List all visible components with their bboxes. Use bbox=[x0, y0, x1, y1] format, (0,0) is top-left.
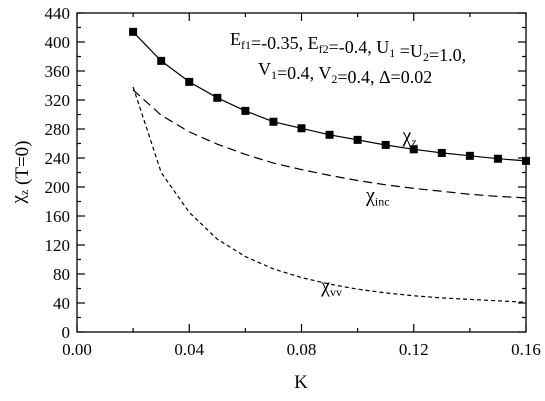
data-point-z bbox=[381, 140, 390, 149]
subscript: inc bbox=[375, 195, 390, 209]
subscript: 1 bbox=[271, 68, 277, 82]
subscript: z bbox=[411, 135, 416, 149]
subscript: 2 bbox=[423, 50, 429, 64]
subscript: z bbox=[17, 190, 31, 195]
data-point-z bbox=[325, 130, 334, 139]
series-layer bbox=[129, 27, 530, 303]
parameter-line-2: V1=0.4, V2=0.4, Δ=0.02 bbox=[258, 59, 432, 87]
x-tick-label: 0.16 bbox=[511, 340, 541, 359]
x-tick-label: 0.00 bbox=[62, 340, 92, 359]
text-run: =-0.35, E bbox=[251, 33, 319, 53]
data-point-z bbox=[157, 56, 166, 65]
data-point-z bbox=[437, 148, 446, 157]
x-tick-label: 0.08 bbox=[287, 340, 317, 359]
y-tick-label: 440 bbox=[45, 4, 71, 23]
text-run: =1.0, bbox=[429, 45, 466, 65]
text-run: =U bbox=[395, 41, 423, 61]
x-tick-label: 0.04 bbox=[174, 340, 204, 359]
x-tick-label: 0.12 bbox=[399, 340, 429, 359]
data-point-z bbox=[297, 124, 306, 133]
text-run: χ bbox=[402, 125, 412, 147]
axis-titles: K χz (T=0) bbox=[8, 141, 308, 394]
subscript: vv bbox=[330, 285, 342, 299]
text-run: =0.4, Δ=0.02 bbox=[337, 67, 432, 87]
y-tick-label: 200 bbox=[45, 178, 71, 197]
plot-area bbox=[76, 12, 530, 333]
series-label-z: χz bbox=[402, 125, 417, 149]
data-point-z bbox=[185, 77, 194, 86]
y-tick-label: 240 bbox=[45, 149, 71, 168]
y-axis-title: χz (T=0) bbox=[8, 141, 33, 205]
y-tick-label: 280 bbox=[45, 120, 71, 139]
text-run: χ bbox=[365, 185, 375, 207]
subscript: 1 bbox=[389, 46, 395, 60]
data-point-z bbox=[269, 117, 278, 126]
data-point-z bbox=[493, 154, 502, 163]
tick-labels: 0.00 0.04 0.08 0.12 0.16 0 40 80 120 160 200 240 280… bbox=[45, 4, 541, 359]
axis-ticks bbox=[76, 12, 527, 333]
text-run: χ bbox=[320, 275, 330, 297]
subscript: f1 bbox=[241, 38, 251, 52]
series-label-vv: χvv bbox=[320, 275, 342, 299]
data-point-z bbox=[353, 135, 362, 144]
data-point-z bbox=[129, 27, 138, 36]
series-line-inc bbox=[132, 89, 527, 199]
y-tick-label: 0 bbox=[62, 323, 71, 342]
y-tick-label: 360 bbox=[45, 62, 71, 81]
annotation: Ef1=-0.35, Ef2=-0.4, U1 =U2=1.0, V1=0.4,… bbox=[230, 29, 466, 87]
y-tick-label: 320 bbox=[45, 91, 71, 110]
text-run: E bbox=[230, 29, 241, 49]
y-tick-label: 400 bbox=[45, 33, 71, 52]
text-run: =0.4, V bbox=[277, 63, 331, 83]
y-tick-label: 80 bbox=[53, 265, 70, 284]
y-tick-label: 160 bbox=[45, 207, 71, 226]
data-point-z bbox=[522, 156, 530, 165]
subscript: 2 bbox=[331, 72, 337, 86]
series-label-inc: χinc bbox=[365, 185, 390, 209]
subscript: f2 bbox=[319, 42, 329, 56]
data-point-z bbox=[213, 93, 222, 102]
text-run: V bbox=[258, 59, 271, 79]
text-run: χ bbox=[8, 195, 29, 205]
data-point-z bbox=[409, 145, 418, 154]
data-point-z bbox=[465, 151, 474, 160]
data-point-z bbox=[241, 106, 250, 115]
y-tick-label: 40 bbox=[53, 294, 70, 313]
text-run: =-0.4, U bbox=[329, 37, 390, 57]
x-axis-title: K bbox=[294, 372, 308, 393]
parameter-line-1: Ef1=-0.35, Ef2=-0.4, U1 =U2=1.0, bbox=[230, 29, 466, 65]
text-run: (T=0) bbox=[12, 141, 33, 190]
y-tick-label: 120 bbox=[45, 236, 71, 255]
